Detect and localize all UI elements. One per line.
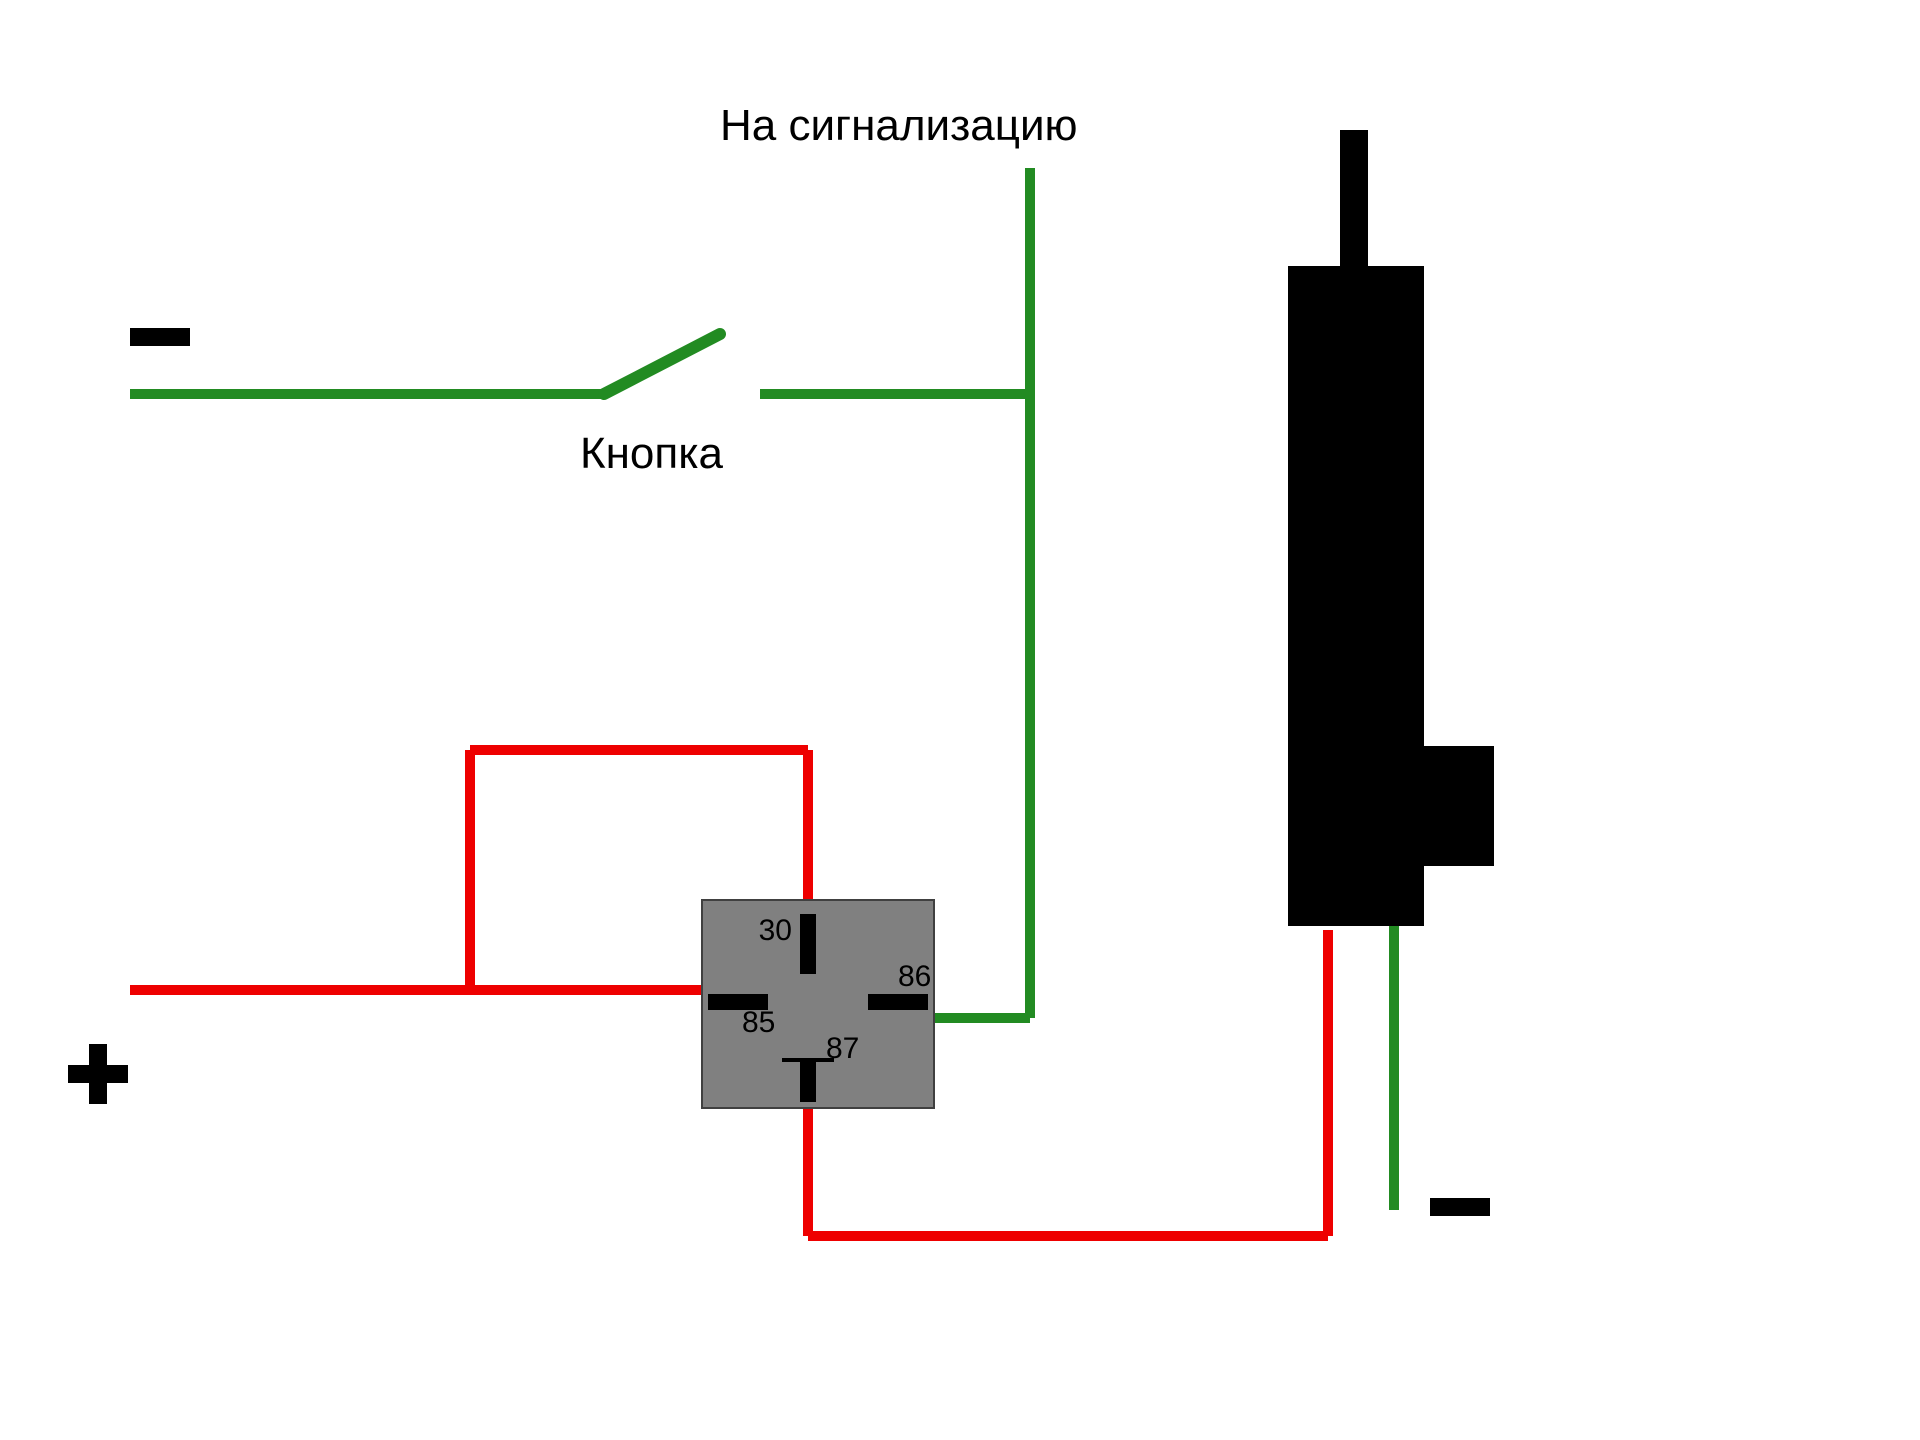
- actuator-notch: [1424, 746, 1494, 866]
- actuator-body: [1288, 266, 1424, 926]
- plus-sign-v: [89, 1044, 107, 1104]
- relay-pin-86: [868, 994, 928, 1010]
- label-pin-85: 85: [742, 1006, 775, 1039]
- minus-sign-top-left: [130, 328, 190, 346]
- minus-sign-bottom-right: [1430, 1198, 1490, 1216]
- label-to-alarm: На сигнализацию: [720, 101, 1078, 150]
- label-button: Кнопка: [580, 429, 723, 478]
- label-pin-86: 86: [898, 960, 931, 993]
- background: [0, 0, 1920, 1440]
- label-pin-30: 30: [759, 914, 792, 947]
- label-pin-87: 87: [826, 1032, 859, 1065]
- relay-pin-30: [800, 914, 816, 974]
- relay-pin-87: [800, 1062, 816, 1102]
- actuator-stem: [1340, 130, 1368, 266]
